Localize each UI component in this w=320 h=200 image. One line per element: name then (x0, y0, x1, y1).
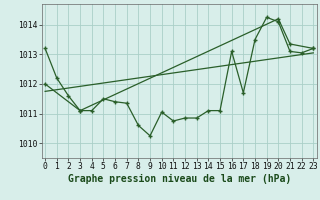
X-axis label: Graphe pression niveau de la mer (hPa): Graphe pression niveau de la mer (hPa) (68, 174, 291, 184)
